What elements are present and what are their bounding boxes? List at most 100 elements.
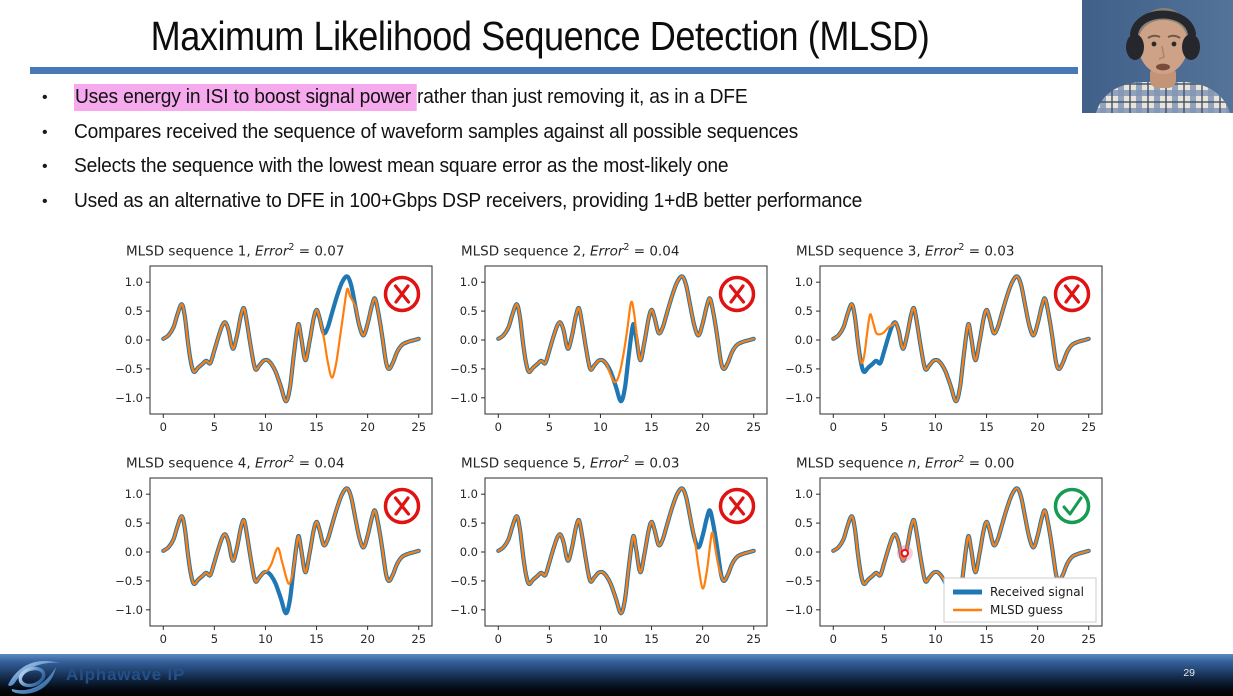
svg-text:10: 10 bbox=[593, 420, 608, 434]
svg-text:5: 5 bbox=[546, 632, 553, 646]
brand-name: Alphawave IP bbox=[66, 665, 186, 684]
chart-subplot-3: MLSD sequence 3, Error2 = 0.03 0 5 10 15 20 25… bbox=[780, 242, 1115, 454]
footer-bar: Alphawave IP 29 bbox=[0, 654, 1233, 696]
chart-subplot-2: MLSD sequence 2, Error2 = 0.04 0 5 10 15 20 25… bbox=[445, 242, 780, 454]
svg-text:0.5: 0.5 bbox=[125, 516, 143, 530]
svg-text:15: 15 bbox=[309, 632, 324, 646]
chart-subplot-title: MLSD sequence 4, Error2 = 0.04 bbox=[126, 454, 345, 472]
svg-text:0: 0 bbox=[830, 420, 837, 434]
bullet-text: Compares received the sequence of wavefo… bbox=[74, 120, 799, 143]
svg-text:25: 25 bbox=[746, 420, 761, 434]
charts-grid: MLSD sequence 1, Error2 = 0.07 0 5 10 15 20 25… bbox=[110, 242, 1115, 666]
svg-text:5: 5 bbox=[211, 632, 218, 646]
wrong-x-icon bbox=[383, 275, 421, 313]
bullet-dot-icon: • bbox=[42, 192, 48, 210]
chart-subplot-title: MLSD sequence 2, Error2 = 0.04 bbox=[461, 242, 680, 260]
svg-text:−0.5: −0.5 bbox=[785, 362, 813, 376]
svg-text:15: 15 bbox=[979, 632, 994, 646]
bullet-list: • Uses energy in ISI to boost signal pow… bbox=[42, 84, 1072, 225]
svg-text:−0.5: −0.5 bbox=[115, 574, 143, 588]
chart-canvas: 0 5 10 15 20 25 1.0 0.5 0.0 −0.5 −1.0 Received sign… bbox=[785, 477, 1103, 646]
chart-canvas: 0 5 10 15 20 25 1.0 0.5 0.0 −0.5 −1.0 bbox=[450, 265, 768, 434]
svg-text:−1.0: −1.0 bbox=[450, 603, 478, 617]
slide-title: Maximum Likelihood Sequence Detection (M… bbox=[150, 13, 930, 59]
svg-text:20: 20 bbox=[1030, 420, 1045, 434]
svg-text:25: 25 bbox=[411, 420, 426, 434]
presenter-illustration bbox=[1082, 0, 1233, 113]
chart-subplot-1: MLSD sequence 1, Error2 = 0.07 0 5 10 15 20 25… bbox=[110, 242, 445, 454]
mlsd-guess-line bbox=[162, 487, 420, 586]
wrong-x-icon bbox=[718, 275, 756, 313]
presenter-mouth bbox=[1156, 63, 1170, 71]
svg-text:15: 15 bbox=[979, 420, 994, 434]
legend-label: Received signal bbox=[990, 585, 1084, 599]
bullet-dot-icon: • bbox=[42, 89, 48, 106]
svg-text:1.0: 1.0 bbox=[795, 275, 813, 289]
svg-text:10: 10 bbox=[928, 420, 943, 434]
svg-text:25: 25 bbox=[1081, 420, 1096, 434]
bullet-dot-icon: • bbox=[42, 158, 48, 175]
svg-text:20: 20 bbox=[1030, 632, 1045, 646]
svg-text:25: 25 bbox=[1081, 632, 1096, 646]
svg-text:0.5: 0.5 bbox=[460, 304, 478, 318]
svg-text:0: 0 bbox=[495, 420, 502, 434]
svg-text:15: 15 bbox=[309, 420, 324, 434]
bullet-item: • Uses energy in ISI to boost signal pow… bbox=[42, 84, 1072, 121]
svg-text:1.0: 1.0 bbox=[125, 275, 143, 289]
svg-text:10: 10 bbox=[258, 420, 273, 434]
chart-subplot-title: MLSD sequence n, Error2 = 0.00 bbox=[796, 454, 1015, 472]
svg-text:0.5: 0.5 bbox=[460, 516, 478, 530]
chart-canvas: 0 5 10 15 20 25 1.0 0.5 0.0 −0.5 −1.0 bbox=[115, 477, 433, 646]
headphones-earcup-right bbox=[1182, 34, 1200, 60]
svg-text:0: 0 bbox=[160, 632, 167, 646]
svg-text:0.5: 0.5 bbox=[795, 516, 813, 530]
presenter-webcam-video[interactable] bbox=[1082, 0, 1233, 113]
svg-text:5: 5 bbox=[881, 420, 888, 434]
svg-text:15: 15 bbox=[644, 632, 659, 646]
bullet-item: • Used as an alternative to DFE in 100+G… bbox=[42, 190, 1072, 225]
svg-text:0: 0 bbox=[160, 420, 167, 434]
svg-text:5: 5 bbox=[546, 420, 553, 434]
chart-subplot-5: MLSD sequence 5, Error2 = 0.03 0 5 10 15 20 25… bbox=[445, 454, 780, 666]
svg-text:0: 0 bbox=[830, 632, 837, 646]
presenter-nose bbox=[1158, 45, 1165, 60]
wrong-x-icon bbox=[1053, 275, 1091, 313]
svg-text:−0.5: −0.5 bbox=[115, 362, 143, 376]
svg-text:20: 20 bbox=[360, 632, 375, 646]
presenter-brow bbox=[1167, 34, 1181, 39]
bullet-item: • Compares received the sequence of wave… bbox=[42, 121, 1072, 156]
presenter-eye bbox=[1171, 41, 1177, 47]
svg-text:5: 5 bbox=[211, 420, 218, 434]
alphawave-logo-icon bbox=[8, 661, 60, 694]
chart-canvas: 0 5 10 15 20 25 1.0 0.5 0.0 −0.5 −1.0 bbox=[450, 477, 768, 646]
svg-text:20: 20 bbox=[695, 420, 710, 434]
bullet-text: rather than just removing it, as in a DF… bbox=[417, 86, 748, 108]
chart-subplot-title: MLSD sequence 5, Error2 = 0.03 bbox=[461, 454, 680, 472]
svg-text:0.0: 0.0 bbox=[460, 545, 478, 559]
presenter-head bbox=[1138, 14, 1188, 74]
svg-text:5: 5 bbox=[881, 632, 888, 646]
bullet-text: Selects the sequence with the lowest mea… bbox=[74, 155, 729, 177]
correct-check-icon bbox=[1053, 487, 1091, 525]
bullet-dot-icon: • bbox=[42, 123, 48, 141]
chart-subplot-title: MLSD sequence 1, Error2 = 0.07 bbox=[126, 242, 345, 260]
svg-text:1.0: 1.0 bbox=[795, 487, 813, 501]
chart-canvas: 0 5 10 15 20 25 1.0 0.5 0.0 −0.5 −1.0 bbox=[785, 265, 1103, 434]
svg-text:20: 20 bbox=[695, 632, 710, 646]
chart-subplot-6: MLSD sequence n, Error2 = 0.00 0 5 10 15 20 25… bbox=[780, 454, 1115, 666]
mlsd-guess-line bbox=[497, 487, 755, 615]
svg-text:0.0: 0.0 bbox=[795, 333, 813, 347]
svg-text:0.0: 0.0 bbox=[795, 545, 813, 559]
svg-text:10: 10 bbox=[928, 632, 943, 646]
svg-text:1.0: 1.0 bbox=[125, 487, 143, 501]
svg-text:0.5: 0.5 bbox=[125, 304, 143, 318]
svg-text:−1.0: −1.0 bbox=[785, 391, 813, 405]
headphones-band bbox=[1130, 10, 1196, 38]
wrong-x-icon bbox=[383, 487, 421, 525]
svg-text:25: 25 bbox=[411, 632, 426, 646]
svg-text:1.0: 1.0 bbox=[460, 275, 478, 289]
presenter-brow bbox=[1147, 34, 1161, 39]
svg-text:15: 15 bbox=[644, 420, 659, 434]
svg-text:−1.0: −1.0 bbox=[450, 391, 478, 405]
